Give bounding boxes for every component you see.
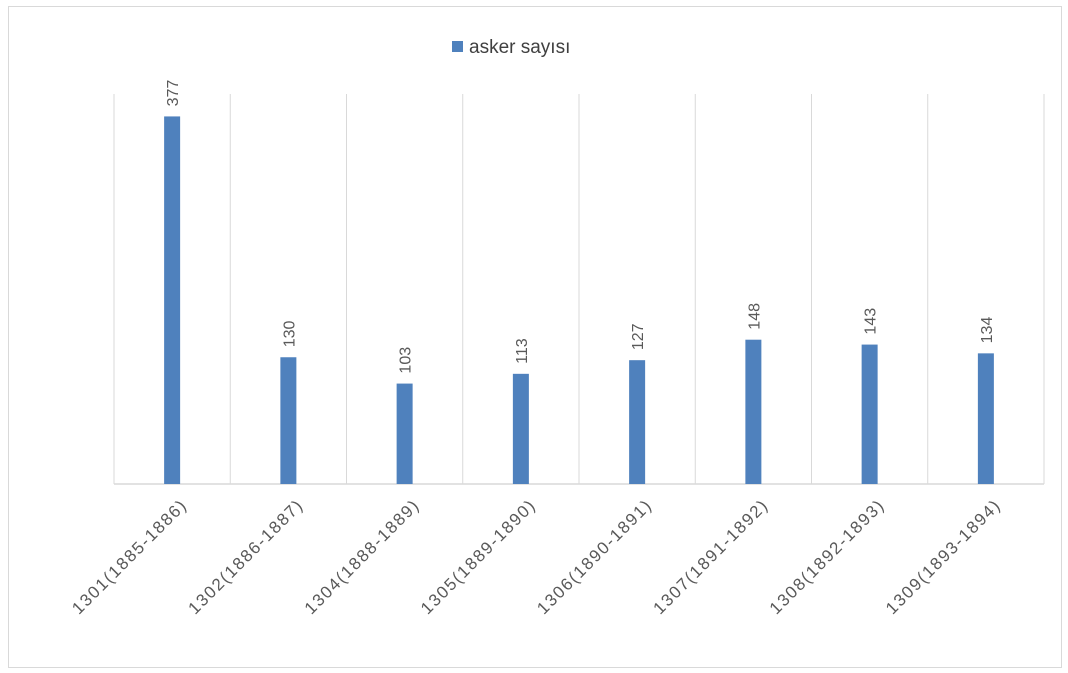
legend-swatch [452, 41, 463, 52]
data-label: 130 [281, 320, 298, 347]
gridlines [113, 94, 1045, 484]
x-tick-label: 1305(1889-1890) [417, 495, 540, 618]
x-tick-label: 1307(1891-1892) [650, 495, 773, 618]
data-labels: 377 130 103 113 127 148 143 134 [165, 80, 996, 374]
x-tick-label: 1302(1886-1887) [185, 495, 308, 618]
x-tick-label: 1308(1892-1893) [766, 495, 889, 618]
x-tick-label: 1301(1885-1886) [68, 495, 191, 618]
bar-1306(1890-1891) [629, 360, 646, 484]
data-label: 143 [863, 308, 880, 335]
bar-1305(1889-1890) [512, 373, 529, 484]
legend: asker sayısı [452, 37, 570, 58]
bar-1309(1893-1894) [977, 353, 994, 484]
data-label: 377 [165, 80, 182, 107]
x-tick-label: 1309(1893-1894) [882, 495, 1005, 618]
bar-1301(1885-1886) [164, 116, 181, 485]
data-label: 103 [398, 347, 415, 374]
bar-1308(1892-1893) [861, 344, 878, 484]
data-label: 113 [514, 338, 531, 364]
x-tick-label: 1306(1890-1891) [533, 495, 656, 618]
bar-1302(1886-1887) [280, 357, 297, 484]
data-label: 134 [979, 317, 996, 344]
bar-series [164, 116, 994, 485]
data-label: 127 [630, 323, 647, 350]
bar-1304(1888-1889) [396, 383, 413, 484]
x-tick-label: 1304(1888-1889) [301, 495, 424, 618]
chart-frame [8, 6, 1062, 668]
bar-1307(1891-1892) [745, 339, 762, 484]
legend-label: asker sayısı [469, 37, 570, 58]
x-tick-labels: 1301(1885-1886)1302(1886-1887)1304(1888-… [68, 495, 1004, 618]
data-label: 148 [746, 303, 763, 330]
